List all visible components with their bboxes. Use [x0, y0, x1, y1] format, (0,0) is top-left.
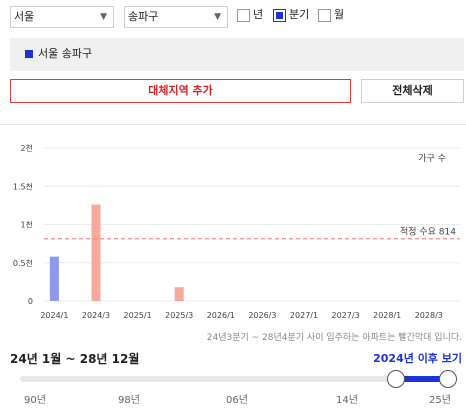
city-select-value: 서울 [14, 10, 35, 23]
y-tick-label: 0 [28, 297, 33, 306]
period-month-checkbox[interactable] [318, 9, 331, 22]
add-alternative-region-button[interactable]: 대체지역 추가 [10, 79, 351, 103]
chevron-down-icon: ▼ [100, 12, 107, 22]
x-tick-label: 2024/3 [82, 311, 110, 320]
city-select[interactable]: 서울 ▼ [10, 6, 114, 28]
period-range-text: 24년 1월 ~ 28년 12월 [10, 352, 140, 366]
chart-bar [174, 287, 184, 301]
year-slider-range [396, 376, 448, 382]
x-tick-label: 2028/1 [373, 311, 401, 320]
year-slider-start-handle[interactable] [387, 370, 406, 388]
x-tick-label: 2025/1 [124, 311, 152, 320]
x-tick-label: 2028/3 [415, 311, 443, 320]
y-tick-label: 0.5천 [13, 258, 33, 268]
period-month-label: 월 [334, 8, 345, 21]
period-year-label: 년 [253, 8, 264, 21]
slider-tick-label: 98년 [118, 395, 140, 406]
x-tick-label: 2026/3 [248, 311, 276, 320]
year-slider-end-handle[interactable] [439, 370, 457, 388]
year-slider-track[interactable] [20, 376, 450, 382]
chart-note: 24년3분기 ~ 28년4분기 사이 입주하는 아파트는 빨간막대 입니다. [206, 333, 462, 343]
slider-tick-label: 90년 [24, 395, 46, 406]
y-tick-label: 1.5천 [13, 181, 33, 191]
region-color-swatch [25, 50, 33, 58]
x-tick-label: 2024/1 [40, 311, 68, 320]
x-tick-label: 2025/3 [165, 311, 193, 320]
x-tick-label: 2027/3 [332, 311, 360, 320]
since-2024-link[interactable]: 2024년 이후 보기 [373, 352, 462, 365]
delete-all-button[interactable]: 전체삭제 [361, 79, 464, 103]
y-tick-label: 1천 [21, 220, 33, 230]
selected-region-label[interactable]: 서울 송파구 [38, 47, 93, 60]
slider-tick-label: 25년 [429, 395, 451, 406]
x-tick-label: 2027/1 [290, 311, 318, 320]
y-tick-label: 2천 [21, 143, 33, 153]
section-divider [0, 124, 466, 125]
district-select-value: 송파구 [128, 10, 159, 23]
chevron-down-icon: ▼ [214, 12, 221, 22]
supply-chart: 0 0.5천 1천 1.5천 2천 2024/1 2024/3 2025/1 2025/3 20… [13, 143, 460, 320]
period-year-checkbox[interactable] [237, 9, 250, 22]
district-select[interactable]: 송파구 ▼ [124, 6, 228, 28]
period-quarter-checkbox[interactable] [273, 9, 286, 22]
slider-tick-label: 06년 [226, 395, 248, 406]
x-tick-label: 2026/1 [207, 311, 235, 320]
slider-tick-label: 14년 [336, 395, 358, 406]
period-quarter-label: 분기 [289, 8, 310, 21]
reference-line-label: 적정 수요 814 [400, 226, 456, 238]
chart-legend: 가구 수 [418, 153, 446, 164]
chart-bar [91, 204, 101, 301]
selected-region-panel: 서울 송파구 [10, 38, 464, 71]
chart-bar [49, 256, 59, 301]
